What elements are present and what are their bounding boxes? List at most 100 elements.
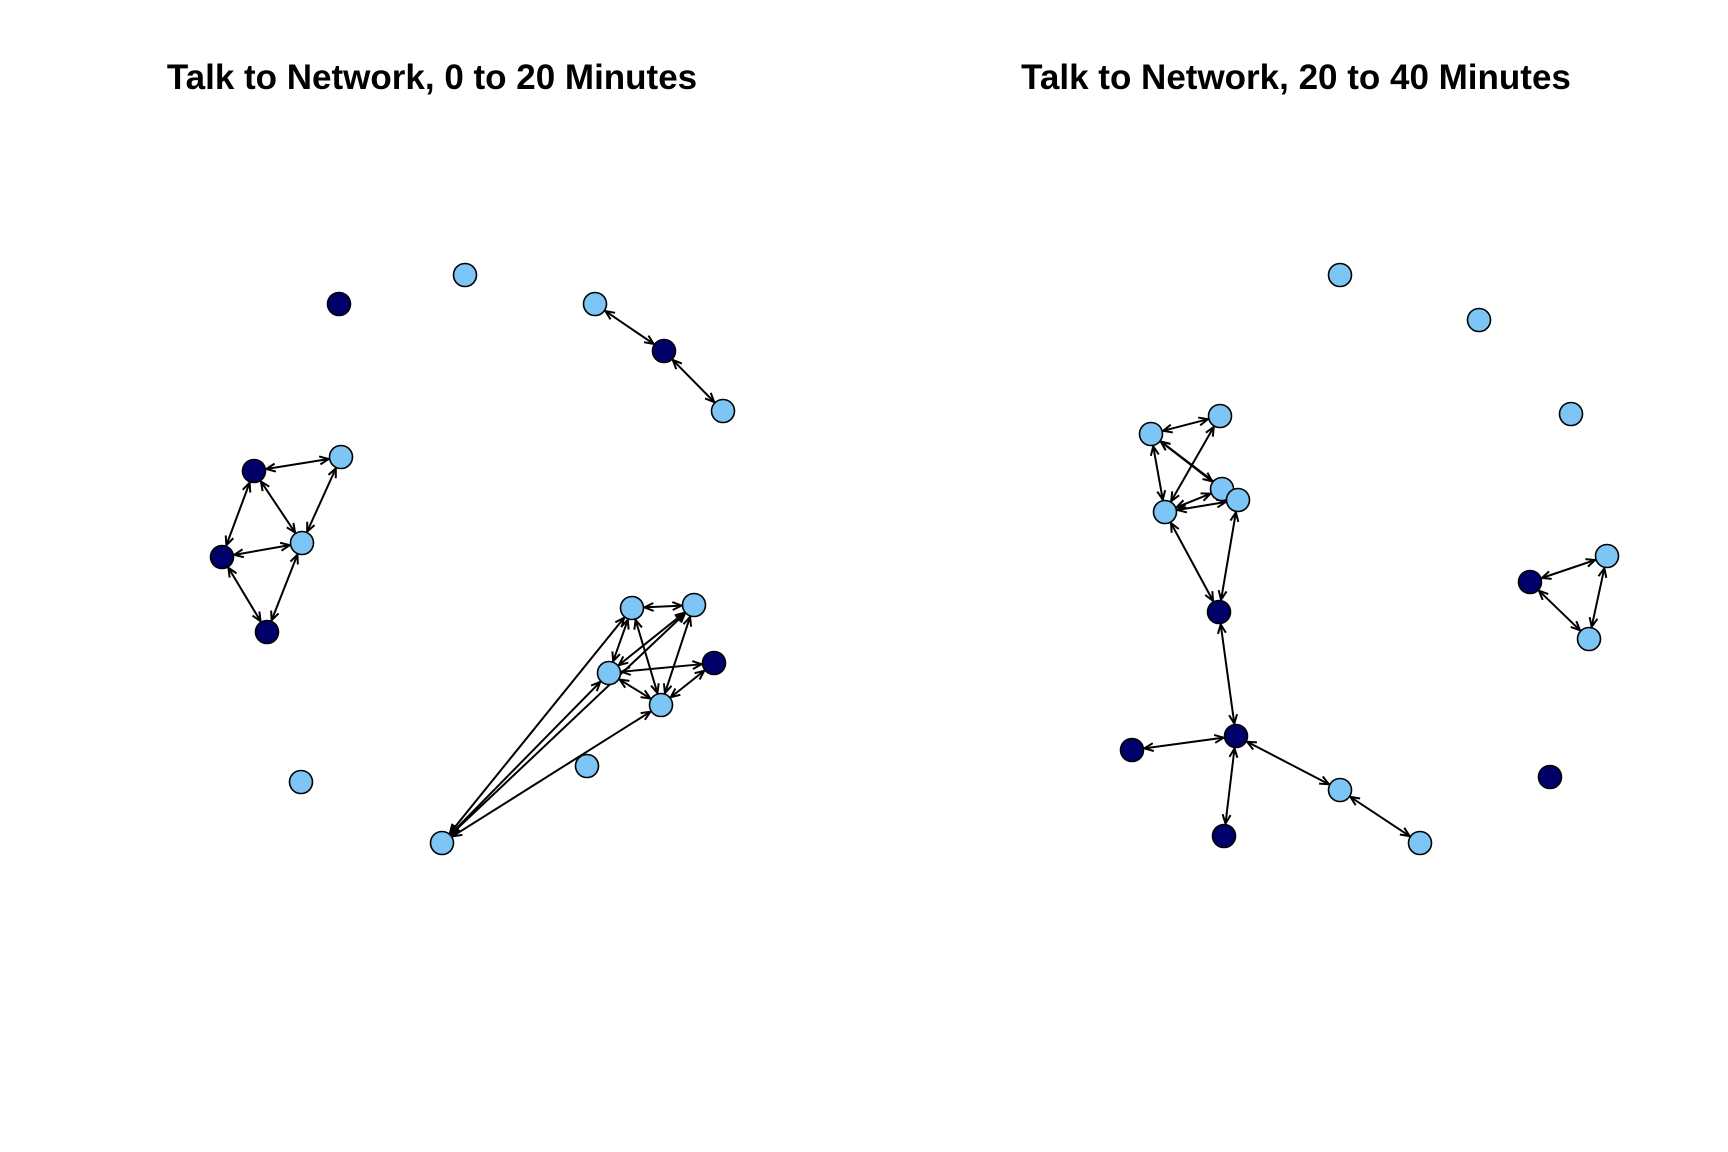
arrowhead-icon [449, 824, 461, 837]
arrowhead-icon [640, 710, 653, 721]
arrowhead-icon [1149, 443, 1160, 457]
arrowhead-icon [1160, 423, 1173, 434]
network-panel-20-40: Talk to Network, 20 to 40 Minutes [864, 0, 1728, 1152]
edge-b15-b16 [1348, 795, 1412, 838]
node-a18 [574, 753, 600, 779]
arrowhead-icon [674, 611, 687, 623]
node-b13 [1223, 723, 1249, 749]
arrowhead-icon [620, 617, 630, 630]
edge-line [225, 482, 251, 546]
edge-line [1349, 796, 1411, 837]
arrowhead-icon [1221, 813, 1232, 827]
edge-line [227, 567, 262, 622]
node-b7 [1152, 499, 1178, 525]
edge-line [1144, 736, 1224, 750]
node-b15 [1327, 777, 1353, 803]
edge-b5-b6 [1160, 416, 1211, 434]
arrowhead-icon [682, 614, 693, 627]
node-a5 [710, 398, 736, 424]
edge-b7-b8 [1174, 498, 1229, 514]
edge-line [612, 619, 629, 662]
arrowhead-icon [1198, 416, 1211, 427]
node-a6 [241, 458, 267, 484]
arrowhead-icon [270, 610, 280, 623]
edge-line [670, 669, 705, 699]
edge-b13-b14 [1141, 733, 1227, 753]
edge-a7-a9 [306, 466, 337, 534]
edge-a16-a17 [668, 669, 707, 699]
edge-b5-b7 [1149, 443, 1167, 503]
edge-a12-a13 [448, 615, 626, 836]
edge-line [1590, 568, 1606, 627]
node-a13 [619, 595, 645, 621]
edge-a13-a15 [611, 617, 630, 664]
edge-a8-a10 [227, 565, 262, 624]
edge-line [1219, 624, 1236, 724]
edge-line [1162, 418, 1209, 432]
node-a4 [651, 338, 677, 364]
edge-a3-a4 [603, 309, 656, 346]
node-a9 [289, 530, 315, 556]
edge-a16-a14 [662, 614, 693, 696]
edge-a9-a10 [270, 552, 299, 623]
arrowhead-icon [1156, 489, 1167, 503]
arrowhead-icon [671, 601, 684, 611]
edge-a12-a14 [449, 611, 687, 837]
arrowhead-icon [279, 541, 293, 552]
arrowhead-icon [263, 462, 277, 473]
arrowhead-icon [643, 335, 656, 346]
arrowhead-icon [618, 666, 632, 676]
arrowhead-icon [259, 479, 270, 492]
edge-line [634, 619, 659, 694]
edge-a13-a14 [642, 601, 684, 612]
edge-b13-b9 [1216, 621, 1239, 727]
edge-line [449, 617, 625, 834]
edge-line [450, 681, 601, 835]
edge-b13-b15 [1244, 740, 1332, 786]
edge-line [450, 612, 686, 836]
node-b10 [1594, 543, 1620, 569]
arrowhead-icon [1141, 742, 1155, 753]
edge-line [619, 678, 651, 700]
arrowhead-icon [231, 548, 245, 559]
edge-line [618, 612, 685, 666]
arrowhead-icon [662, 683, 673, 696]
node-a7 [328, 444, 354, 470]
edge-b4-b7 [1174, 492, 1213, 509]
arrowhead-icon [1597, 565, 1608, 579]
node-b18 [1537, 764, 1563, 790]
edge-line [266, 457, 329, 471]
edge-a15-a14 [616, 611, 687, 667]
arrowhead-icon [1169, 491, 1180, 504]
network-panel-0-20: Talk to Network, 0 to 20 Minutes [167, 58, 736, 856]
edge-line [1177, 501, 1226, 511]
arrowhead-icon [694, 669, 707, 680]
arrowhead-icon [289, 552, 299, 565]
arrowhead-icon [617, 678, 630, 689]
arrowhead-icon [1348, 795, 1361, 806]
edge-line [1170, 426, 1215, 502]
arrowhead-icon [1539, 570, 1552, 580]
edge-line [1220, 512, 1237, 600]
node-a3 [582, 291, 608, 317]
node-b8 [1225, 487, 1251, 513]
edge-a6-a7 [263, 455, 332, 473]
edge-line [1176, 492, 1211, 509]
arrowhead-icon [1174, 499, 1187, 509]
node-b2 [1466, 307, 1492, 333]
arrowhead-icon [1228, 745, 1239, 759]
edge-a6-a9 [259, 479, 297, 535]
arrowhead-icon [1216, 621, 1227, 635]
node-b16 [1407, 830, 1433, 856]
edge-line [672, 359, 715, 403]
arrowhead-icon [1204, 591, 1215, 604]
arrowhead-icon [590, 680, 602, 692]
node-a14 [681, 592, 707, 618]
arrowhead-icon [668, 688, 681, 699]
arrowhead-icon [1217, 589, 1228, 603]
arrowhead-icon [1570, 620, 1582, 633]
arrowhead-icon [1537, 588, 1549, 601]
arrowhead-icon [616, 655, 629, 667]
arrowhead-icon [227, 565, 238, 578]
edge-line [1541, 559, 1596, 579]
